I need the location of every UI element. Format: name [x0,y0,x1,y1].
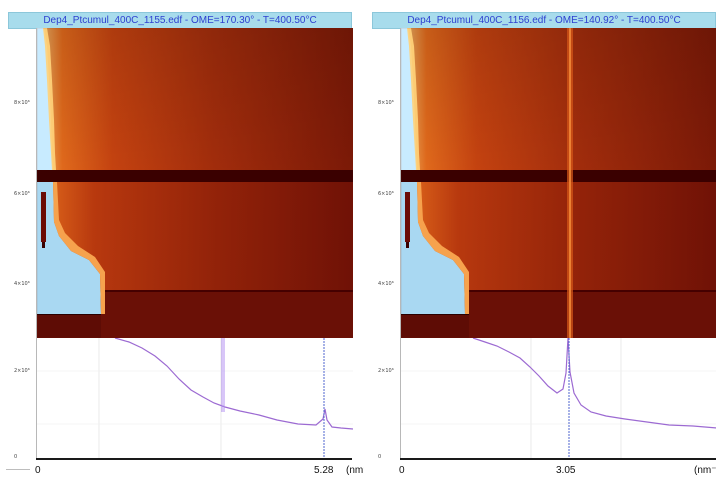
right-title-bar: Dep4_Ptcumul_400C_1156.edf - OME=140.92°… [372,12,716,29]
left-axis-tick [6,469,30,470]
right-x-start: 0 [399,465,405,476]
right-x-unit: (nm⁻¹) [694,465,716,476]
left-x-axis [36,458,352,460]
right-y-tick-4: 4×10⁶ [378,281,394,287]
right-y-tick-0: 0 [378,454,382,460]
left-x-marker: 5.28 [314,465,334,476]
right-x-axis [400,458,716,460]
right-panel: Dep4_Ptcumul_400C_1156.edf - OME=140.92°… [364,0,716,477]
right-y-tick-6: 6×10⁶ [378,191,394,197]
left-detector-heatmap [37,28,353,338]
left-plot-area[interactable] [36,28,353,460]
left-x-unit: (nm⁻¹) [346,465,376,476]
right-profile-graph [401,338,716,460]
left-x-start: 0 [35,465,41,476]
left-title-bar: Dep4_Ptcumul_400C_1155.edf - OME=170.30°… [8,12,352,29]
left-y-tick-8: 8×10⁶ [14,100,30,106]
right-plot-area[interactable] [400,28,716,460]
left-y-tick-4: 4×10⁶ [14,281,30,287]
left-profile-graph [37,338,353,460]
left-y-tick-0: 0 [14,454,18,460]
right-x-marker: 3.05 [556,465,576,476]
right-y-tick-2: 2×10⁶ [378,368,394,374]
left-y-tick-2: 2×10⁶ [14,368,30,374]
right-y-tick-8: 8×10⁶ [378,100,394,106]
left-panel: Dep4_Ptcumul_400C_1155.edf - OME=170.30°… [0,0,375,477]
left-y-tick-6: 6×10⁶ [14,191,30,197]
right-detector-heatmap [401,28,716,338]
